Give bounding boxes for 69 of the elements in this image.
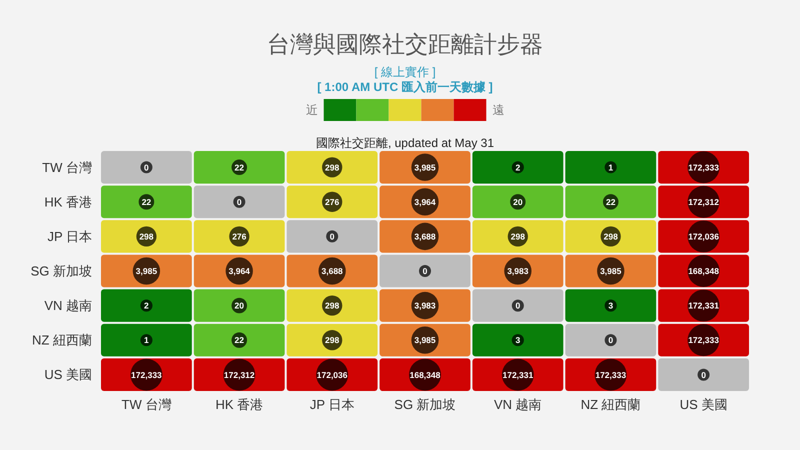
data-label: 2 xyxy=(515,162,520,172)
data-label: 172,331 xyxy=(688,300,720,311)
data-label: 172,312 xyxy=(224,370,255,380)
data-label: 3,983 xyxy=(507,266,529,276)
x-tick-label: JP 日本 xyxy=(310,397,354,412)
data-label: 3,983 xyxy=(414,300,436,311)
data-label: 22 xyxy=(142,196,152,207)
y-tick-label: TW 台灣 xyxy=(42,160,92,175)
data-label: 22 xyxy=(606,196,616,207)
data-label: 0 xyxy=(330,232,335,242)
data-label: 0 xyxy=(144,162,150,172)
x-tick-label: SG 新加坡 xyxy=(394,397,456,412)
data-label: 168,348 xyxy=(688,266,720,276)
data-label: 276 xyxy=(325,196,340,207)
text: 遠 xyxy=(492,103,504,117)
x-tick-label: US 美國 xyxy=(680,397,728,412)
data-label: 276 xyxy=(232,232,247,242)
data-label: 298 xyxy=(325,335,340,346)
data-label: 0 xyxy=(515,300,520,311)
x-tick-label: HK 香港 xyxy=(215,397,264,412)
y-tick-label: HK 香港 xyxy=(44,194,92,210)
data-label: 20 xyxy=(513,196,523,207)
x-tick-label: NZ 紐西蘭 xyxy=(580,397,641,412)
y-tick-label: JP 日本 xyxy=(47,228,92,244)
data-label: 3,985 xyxy=(414,335,436,346)
data-label: 172,312 xyxy=(688,196,720,207)
y-tick-label: NZ 紐西蘭 xyxy=(32,332,92,348)
data-label: 298 xyxy=(325,162,340,172)
text: 近 xyxy=(306,103,318,117)
x-tick-label: VN 越南 xyxy=(494,397,542,412)
data-label: 172,331 xyxy=(502,370,534,380)
data-label: 3,964 xyxy=(228,266,250,276)
data-label: 2 xyxy=(144,300,150,311)
data-label: 1 xyxy=(608,162,614,172)
data-label: 3,688 xyxy=(414,232,436,242)
data-label: 3,688 xyxy=(322,266,344,276)
data-label: 298 xyxy=(510,232,526,242)
data-label: 172,333 xyxy=(688,162,720,172)
text: [ 1:00 AM UTC 匯入前一天數據 ] xyxy=(317,80,493,94)
y-tick-label: SG 新加坡 xyxy=(30,264,92,278)
data-label: 0 xyxy=(422,266,428,276)
data-label: 168,348 xyxy=(410,370,441,380)
data-label: 1 xyxy=(144,335,150,346)
data-label: 0 xyxy=(608,335,614,346)
data-label: 298 xyxy=(139,232,154,242)
data-label: 3,985 xyxy=(414,162,436,172)
chart-title: 台灣與國際社交距離計步器 xyxy=(267,31,543,57)
data-label: 172,036 xyxy=(688,232,720,242)
data-label: 22 xyxy=(234,335,244,346)
data-label: 3,964 xyxy=(414,196,436,207)
data-label: 0 xyxy=(701,370,706,380)
data-label: 298 xyxy=(604,232,618,242)
data-label: 3,985 xyxy=(136,266,158,276)
data-label: 172,333 xyxy=(131,370,162,380)
data-label: 172,333 xyxy=(688,335,720,346)
data-label: 0 xyxy=(236,196,242,207)
y-tick-label: US 美國 xyxy=(44,367,92,382)
data-label: 3 xyxy=(608,300,614,311)
x-tick-label: TW 台灣 xyxy=(122,397,172,412)
data-label: 3 xyxy=(515,335,520,346)
chart-subtitle: 國際社交距離, updated at May 31 xyxy=(316,136,494,150)
data-label: 20 xyxy=(234,300,244,311)
data-label: 172,333 xyxy=(595,370,626,380)
data-label: 172,036 xyxy=(316,370,348,380)
y-tick-label: VN 越南 xyxy=(44,298,92,314)
data-label: 298 xyxy=(325,300,340,311)
data-label: 22 xyxy=(234,162,244,172)
text: [ 線上實作 ] xyxy=(374,65,436,79)
data-label: 3,985 xyxy=(600,266,622,276)
